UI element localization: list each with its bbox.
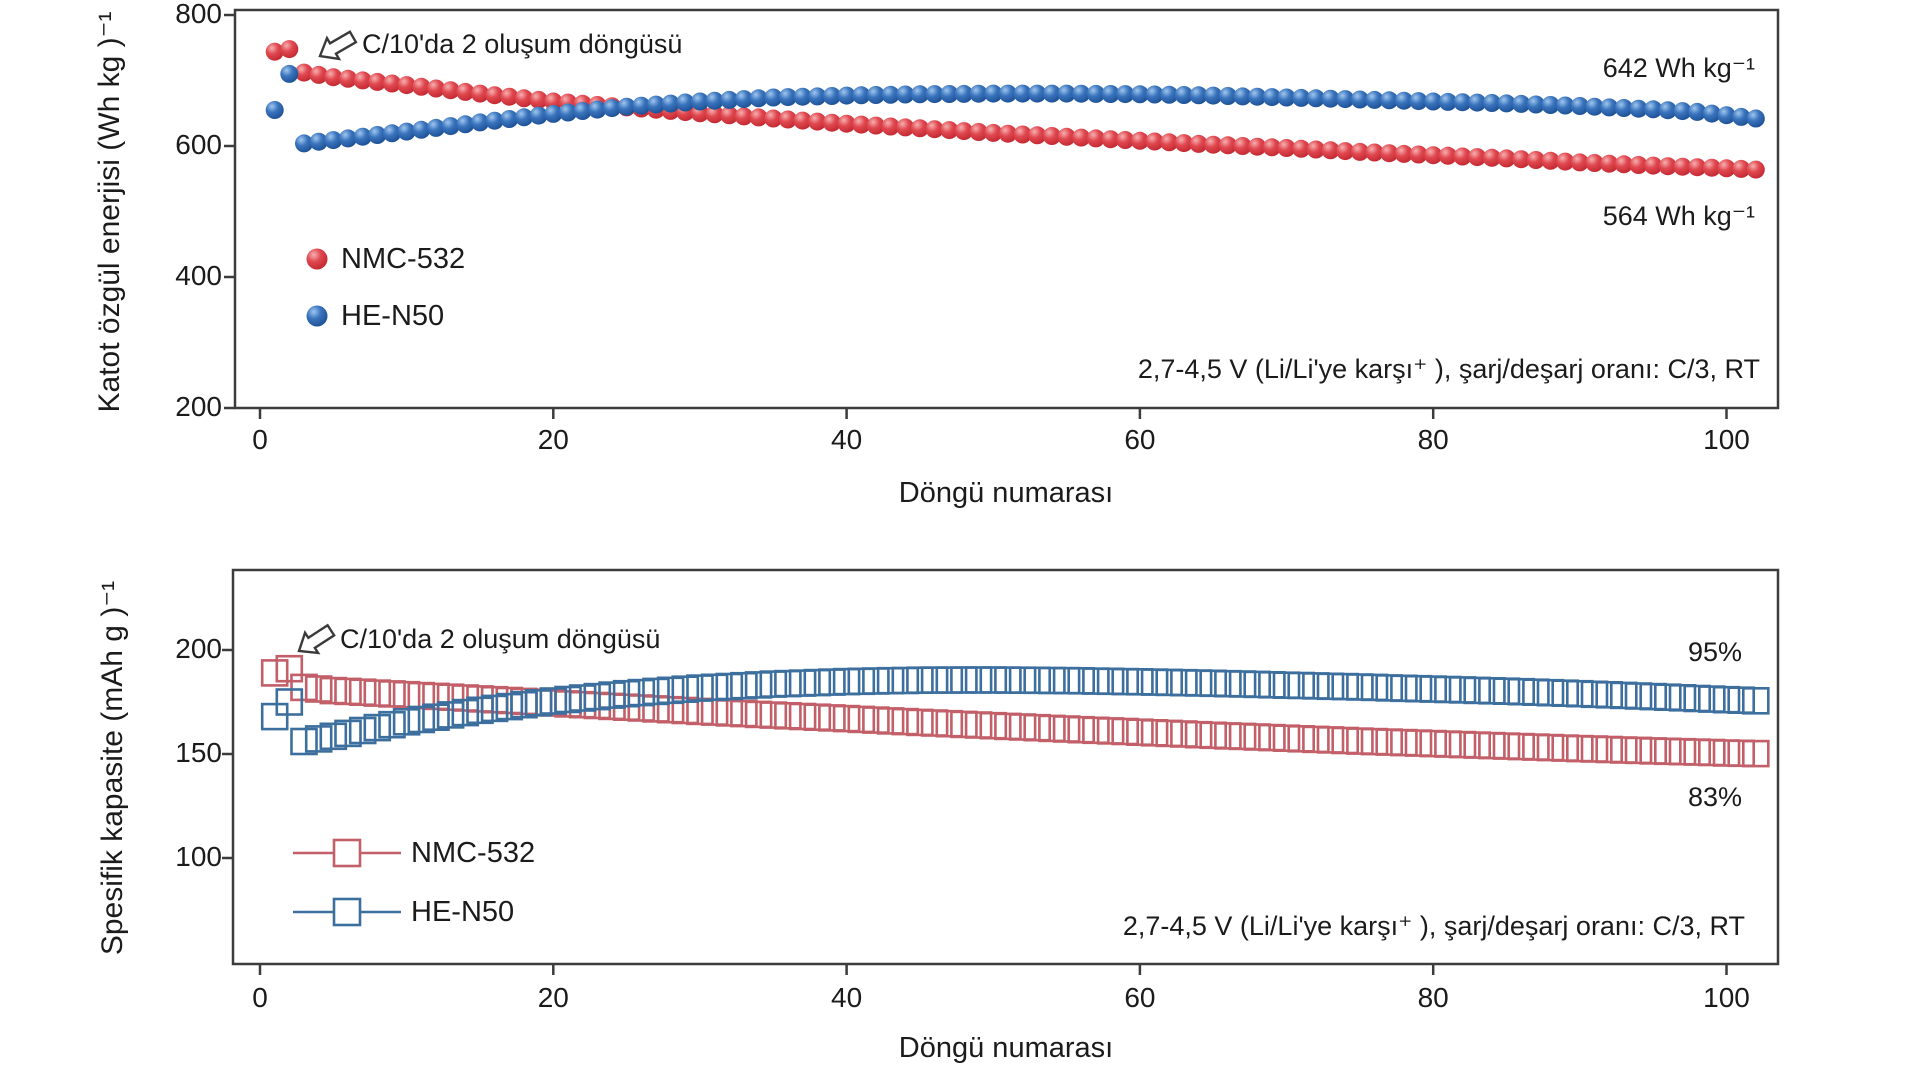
legend-sphere-red-icon bbox=[306, 248, 328, 270]
x-axis-label-top: Döngü numarası bbox=[898, 477, 1114, 509]
end-label-nmc-532: 564 Wh kg⁻¹ bbox=[1602, 201, 1755, 231]
condition-note-bottom: 2,7-4,5 V (Li/Li'ye karşı⁺ ), şarj/deşar… bbox=[1122, 911, 1745, 941]
y-axis-label-top: Katot özgül enerjisi (Wh kg )⁻¹ bbox=[93, 11, 126, 413]
formation-note-bottom: C/10'da 2 oluşum döngüsü bbox=[340, 624, 661, 654]
series-he-n50-bottom bbox=[260, 666, 1770, 756]
axes-layer bbox=[222, 8, 1780, 975]
retention-label-nmc-532: 83% bbox=[1687, 782, 1742, 812]
legend-square-red-icon bbox=[293, 838, 401, 868]
legend-label-he-n50-bottom: HE-N50 bbox=[411, 896, 515, 928]
series-layer bbox=[260, 40, 1770, 768]
legend-label-nmc-532-top: NMC-532 bbox=[341, 243, 466, 275]
formation-arrow-icon-bottom bbox=[297, 623, 336, 655]
formation-note-top: C/10'da 2 oluşum döngüsü bbox=[362, 29, 683, 59]
legend-square-blue-icon bbox=[293, 897, 401, 927]
series-nmc-532-bottom bbox=[260, 654, 1770, 768]
legend-label-nmc-532-bottom: NMC-532 bbox=[411, 837, 536, 869]
formation-arrow-icon-top bbox=[318, 30, 358, 61]
x-axis-label-bottom: Döngü numarası bbox=[898, 1032, 1114, 1064]
legend-label-he-n50-top: HE-N50 bbox=[341, 300, 445, 332]
y-axis-label-bottom: Spesifik kapasite (mAh g )⁻¹ bbox=[96, 580, 129, 956]
series-nmc-532-top bbox=[265, 40, 1765, 179]
retention-label-he-n50: 95% bbox=[1687, 637, 1742, 667]
end-label-he-n50: 642 Wh kg⁻¹ bbox=[1602, 53, 1755, 83]
series-he-n50-top bbox=[265, 64, 1765, 153]
condition-note-top: 2,7-4,5 V (Li/Li'ye karşı⁺ ), şarj/deşar… bbox=[1137, 354, 1760, 384]
legend-sphere-blue-icon bbox=[306, 305, 328, 327]
